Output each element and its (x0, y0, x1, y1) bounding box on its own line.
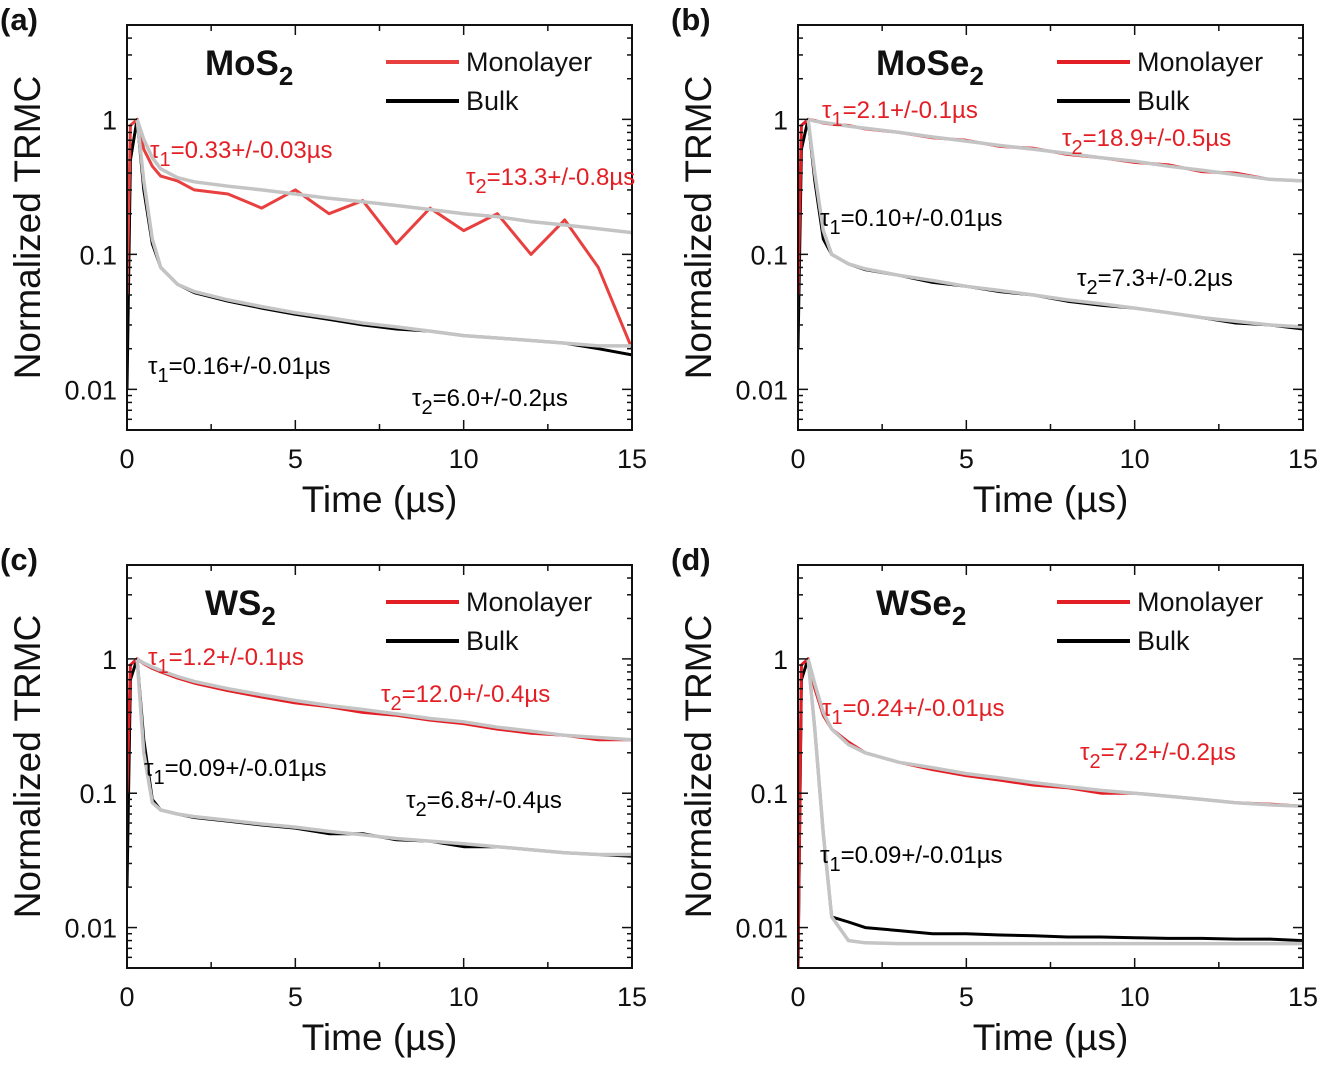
x-tick-label: 15 (1288, 444, 1318, 474)
fit-bulk-line (135, 658, 632, 857)
x-axis-label: Time (µs) (973, 1017, 1129, 1058)
fit-time-constant-annotation: τ2=12.0+/-0.4µs (381, 681, 550, 715)
y-tick-label: 1 (102, 645, 117, 675)
x-tick-label: 5 (959, 444, 974, 474)
x-axis-label: Time (µs) (302, 479, 458, 520)
fit-monolayer-line (136, 657, 632, 742)
fit-time-constant-annotation: τ1=2.1+/-0.1µs (822, 97, 978, 131)
panel-title: MoS2 (205, 44, 293, 91)
x-tick-label: 0 (119, 444, 134, 474)
x-tick-label: 5 (288, 982, 303, 1012)
y-axis-label: Normalized TRMC (7, 76, 48, 380)
panel-b: 0 5 10 15 0.01 0.1 1 Time (µs) Normalized TRMC (b… (671, 2, 1318, 520)
x-tick-label: 10 (449, 444, 479, 474)
fit-time-constant-annotation: τ1=0.10+/-0.01µs (820, 205, 1003, 239)
x-tick-label: 10 (1120, 982, 1150, 1012)
fit-time-constant-annotation: τ2=18.9+/-0.5µs (1062, 125, 1231, 159)
y-tick-label: 1 (773, 105, 788, 135)
fit-time-constant-annotation: τ1=1.2+/-0.1µs (148, 644, 304, 678)
panel-title: MoSe2 (876, 44, 984, 91)
y-tick-label: 1 (773, 645, 788, 675)
x-tick-label: 15 (1288, 982, 1318, 1012)
fit-time-constant-annotation: τ2=6.0+/-0.2µs (412, 385, 568, 419)
legend-label-monolayer: Monolayer (1137, 47, 1263, 77)
fit-time-constant-annotation: τ1=0.33+/-0.03µs (150, 137, 333, 171)
y-tick-label: 1 (102, 105, 117, 135)
panel-title: WS2 (205, 584, 276, 631)
y-tick-label: 0.01 (64, 375, 117, 405)
y-tick-label: 0.1 (750, 779, 788, 809)
legend-label-bulk: Bulk (466, 626, 519, 656)
x-tick-label: 0 (790, 444, 805, 474)
panel-title: WSe2 (876, 584, 966, 631)
fit-bulk-line (806, 119, 1303, 329)
legend-label-monolayer: Monolayer (1137, 587, 1263, 617)
fit-time-constant-annotation: τ1=0.24+/-0.01µs (822, 695, 1005, 729)
y-axis-label: Normalized TRMC (7, 615, 48, 919)
fit-bulk-line (135, 119, 632, 348)
y-tick-label: 0.1 (750, 240, 788, 270)
panel-label: (a) (0, 2, 38, 37)
legend-label-bulk: Bulk (1137, 626, 1190, 656)
series-monolayer-line (127, 117, 632, 350)
x-tick-label: 10 (1120, 444, 1150, 474)
fit-monolayer-line (806, 658, 1303, 808)
x-tick-label: 0 (790, 982, 805, 1012)
fit-time-constant-annotation: τ2=7.3+/-0.2µs (1077, 265, 1233, 299)
fit-time-constant-annotation: τ1=0.09+/-0.01µs (820, 842, 1003, 876)
x-axis-label: Time (µs) (302, 1017, 458, 1058)
legend-label-monolayer: Monolayer (466, 47, 592, 77)
x-tick-label: 15 (617, 982, 647, 1012)
x-tick-label: 10 (449, 982, 479, 1012)
y-tick-label: 0.1 (79, 240, 117, 270)
legend-label-monolayer: Monolayer (466, 587, 592, 617)
legend-label-bulk: Bulk (466, 86, 519, 116)
y-tick-label: 0.01 (735, 375, 788, 405)
panel-a: 0 5 10 15 0.01 0.1 1 Time (µs) Normalized TRMC (a… (0, 2, 647, 520)
fit-monolayer-line (807, 117, 1303, 183)
fit-time-constant-annotation: τ2=7.2+/-0.2µs (1080, 739, 1236, 773)
y-axis-label: Normalized TRMC (678, 76, 719, 380)
fit-time-constant-annotation: τ2=13.3+/-0.8µs (466, 164, 635, 198)
panel-label: (d) (671, 542, 711, 577)
x-tick-label: 5 (959, 982, 974, 1012)
fit-time-constant-annotation: τ2=6.8+/-0.4µs (406, 787, 562, 821)
panel-label: (b) (671, 2, 711, 37)
panel-label: (c) (0, 542, 38, 577)
y-axis-label: Normalized TRMC (678, 615, 719, 919)
x-axis-label: Time (µs) (973, 479, 1129, 520)
x-tick-label: 0 (119, 982, 134, 1012)
series-bulk-line (798, 117, 1303, 349)
legend-label-bulk: Bulk (1137, 86, 1190, 116)
y-tick-label: 0.01 (735, 914, 788, 944)
plot-frame (797, 564, 1304, 969)
y-tick-label: 0.01 (64, 914, 117, 944)
panel-d: 0 5 10 15 0.01 0.1 1 Time (µs) Normalized TRMC (d… (671, 542, 1318, 1058)
x-tick-label: 5 (288, 444, 303, 474)
fit-time-constant-annotation: τ1=0.09+/-0.01µs (144, 755, 327, 789)
fit-bulk-line (806, 658, 1303, 946)
panel-c: 0 5 10 15 0.01 0.1 1 Time (µs) Normalized TRMC (c… (0, 542, 647, 1058)
x-tick-label: 15 (617, 444, 647, 474)
fit-monolayer-line (135, 118, 632, 235)
y-tick-label: 0.1 (79, 779, 117, 809)
fit-time-constant-annotation: τ1=0.16+/-0.01µs (148, 353, 331, 387)
